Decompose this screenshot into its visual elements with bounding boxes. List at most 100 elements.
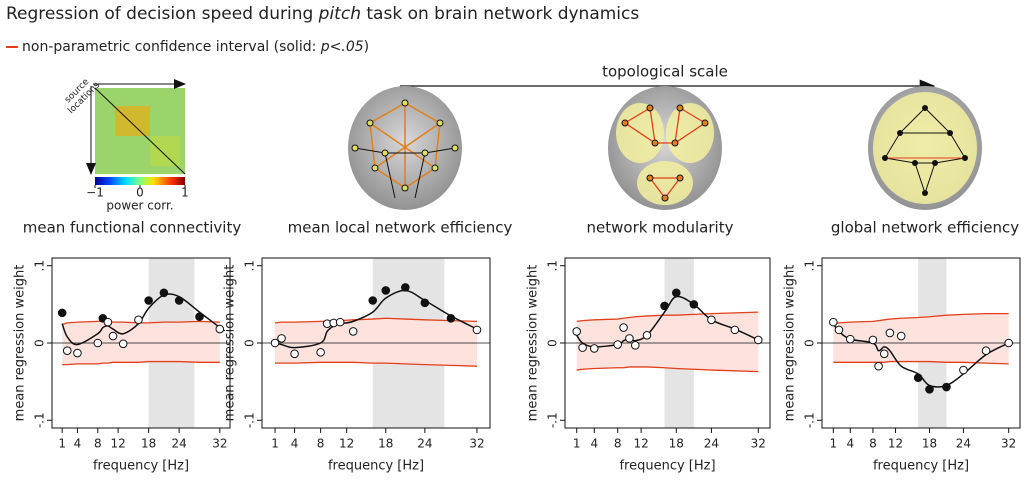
- data-point: [874, 361, 883, 371]
- x-axis-label: frequency [Hz]: [873, 459, 969, 474]
- y-tick-label: -.1: [546, 412, 560, 428]
- y-tick-label: -.1: [803, 412, 817, 428]
- plot-frame: [564, 257, 771, 429]
- y-tick-label: .1: [546, 260, 560, 271]
- plot-frame: [51, 257, 231, 429]
- x-axis-label: frequency [Hz]: [619, 459, 715, 474]
- x-tick-label: 4: [291, 437, 299, 451]
- x-tick-label: 4: [846, 437, 854, 451]
- x-tick-label: 12: [110, 437, 125, 451]
- colorbar-tick-label: 0: [136, 186, 144, 200]
- data-point: [630, 341, 640, 350]
- data-point: [348, 327, 358, 336]
- arrow-label: topological scale: [602, 63, 728, 81]
- data-point: [613, 340, 623, 349]
- data-point: [913, 373, 923, 383]
- x-tick-label: 18: [922, 437, 937, 451]
- y-tick-label: 0: [243, 339, 257, 347]
- ci-lower: [833, 360, 1009, 365]
- legend-text: non-parametric confidence interval (soli…: [22, 39, 369, 55]
- legend-part: p<.05: [320, 39, 364, 55]
- data-point: [619, 323, 628, 332]
- data-point: [446, 313, 456, 323]
- x-tick-label: 18: [141, 437, 156, 451]
- data-point: [277, 334, 286, 343]
- x-tick-label: 32: [212, 437, 227, 451]
- ci-upper: [61, 320, 220, 326]
- ci-upper: [833, 312, 1009, 325]
- x-tick-label: 24: [956, 437, 971, 451]
- panel-title: network modularity: [587, 219, 734, 237]
- ci-lower: [576, 366, 759, 373]
- title-part: pitch: [318, 4, 361, 24]
- panel-title: mean functional connectivity: [23, 219, 242, 237]
- data-point: [103, 317, 113, 327]
- data-point: [707, 315, 716, 325]
- data-point: [981, 346, 991, 356]
- y-tick-label: -.1: [33, 412, 47, 428]
- data-point: [108, 331, 118, 341]
- y-axis-label: mean regression weight: [223, 265, 238, 422]
- y-axis-label: mean regression weight: [783, 265, 798, 422]
- data-point: [62, 346, 72, 356]
- plot-frame: [821, 257, 1021, 429]
- panel: mean functional connectivity -.1 0 .1 1 4 8 12 1…: [13, 219, 242, 474]
- x-tick-label: 24: [704, 437, 719, 451]
- x-tick-label: 32: [469, 437, 484, 451]
- y-tick-label: 0: [33, 339, 47, 347]
- x-tick-label: 24: [417, 437, 432, 451]
- x-tick-label: 1: [573, 437, 581, 451]
- data-point: [134, 315, 143, 325]
- panel-title: global network efficiency: [831, 219, 1019, 237]
- data-point: [73, 348, 82, 358]
- panel: mean local network efficiency -.1 0 .1 1 4 8 12…: [223, 219, 513, 474]
- data-point: [885, 328, 895, 338]
- data-point: [159, 288, 169, 298]
- ci-band: [576, 312, 759, 372]
- x-tick-label: 24: [172, 437, 187, 451]
- ci-upper: [274, 317, 477, 324]
- y-tick-label: 0: [546, 339, 560, 347]
- data-point: [730, 325, 740, 335]
- data-point: [316, 347, 325, 357]
- panel: global network efficiency -.1 0 .1 1 4 8 12 18 24…: [783, 219, 1021, 474]
- data-point: [589, 344, 599, 353]
- x-tick-label: 18: [378, 437, 393, 451]
- x-tick-label: 12: [888, 437, 903, 451]
- matrix-block: [150, 136, 180, 166]
- data-point: [578, 343, 587, 352]
- brain: [868, 86, 982, 210]
- ci-lower: [275, 361, 477, 367]
- x-axis-label: frequency [Hz]: [328, 459, 424, 474]
- data-point: [829, 317, 838, 327]
- data-point: [335, 317, 345, 327]
- y-tick-label: -.1: [243, 412, 257, 428]
- x-tick-label: 12: [339, 437, 354, 451]
- brain-diagrams: [348, 86, 982, 210]
- ci-lower: [62, 360, 220, 366]
- x-tick-label: 8: [614, 437, 622, 451]
- matrix-block: [115, 106, 150, 136]
- x-tick-label: 18: [669, 437, 684, 451]
- brain: [608, 86, 722, 210]
- brain: [348, 86, 462, 210]
- colorbar-tick-label: −1: [86, 186, 104, 200]
- data-point: [368, 296, 378, 305]
- data-point: [942, 382, 951, 392]
- data-point: [270, 338, 280, 348]
- x-axis-label: frequency [Hz]: [93, 459, 189, 474]
- x-tick-label: 32: [1001, 437, 1016, 451]
- x-tick-label: 4: [74, 437, 82, 451]
- x-tick-label: 8: [869, 437, 877, 451]
- x-tick-label: 4: [590, 437, 598, 451]
- data-point: [834, 325, 844, 335]
- data-point: [896, 331, 906, 341]
- panel-title: mean local network efficiency: [288, 219, 513, 237]
- data-point: [959, 365, 968, 375]
- data-point: [118, 339, 128, 349]
- data-point: [660, 301, 669, 311]
- x-tick-label: 1: [829, 437, 837, 451]
- legend-part: ): [364, 39, 369, 55]
- data-point: [1004, 338, 1013, 348]
